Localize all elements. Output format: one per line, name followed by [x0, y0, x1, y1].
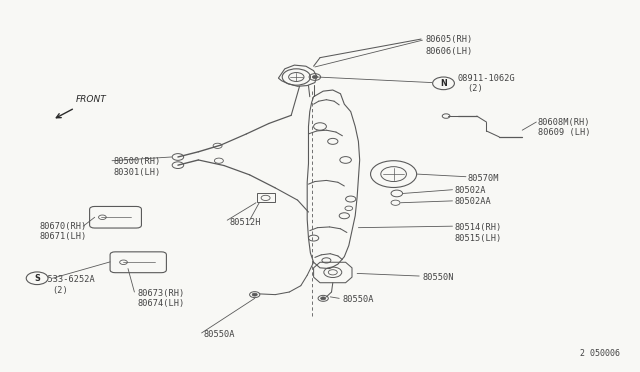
Text: 80301(LH): 80301(LH) [114, 168, 161, 177]
Text: 80502AA: 80502AA [454, 197, 491, 206]
Text: 80671(LH): 80671(LH) [40, 232, 87, 241]
Text: S: S [34, 274, 40, 283]
Text: 80500(RH): 80500(RH) [114, 157, 161, 166]
Circle shape [252, 293, 257, 296]
Text: 80670(RH): 80670(RH) [40, 222, 87, 231]
Text: 80609 (LH): 80609 (LH) [538, 128, 590, 137]
Text: 80515(LH): 80515(LH) [454, 234, 502, 243]
Text: 80605(RH): 80605(RH) [426, 35, 473, 44]
Text: 2 050006: 2 050006 [580, 349, 620, 358]
Text: 80606(LH): 80606(LH) [426, 47, 473, 56]
Circle shape [26, 272, 48, 285]
Text: FRONT: FRONT [76, 95, 106, 104]
Text: 80550N: 80550N [422, 273, 454, 282]
Text: (2): (2) [467, 84, 483, 93]
Text: 08533-6252A: 08533-6252A [37, 275, 95, 284]
Text: 80514(RH): 80514(RH) [454, 223, 502, 232]
Text: 80512H: 80512H [229, 218, 260, 227]
Text: 80550A: 80550A [204, 330, 235, 339]
Circle shape [312, 76, 317, 78]
Circle shape [321, 297, 326, 300]
Text: (2): (2) [52, 286, 68, 295]
Text: 80570M: 80570M [467, 174, 499, 183]
Text: 80502A: 80502A [454, 186, 486, 195]
Text: 08911-1062G: 08911-1062G [458, 74, 515, 83]
Text: 80673(RH): 80673(RH) [138, 289, 185, 298]
Text: N: N [440, 79, 447, 88]
Text: 80550A: 80550A [342, 295, 374, 304]
Circle shape [433, 77, 454, 90]
Text: 80608M(RH): 80608M(RH) [538, 118, 590, 126]
Text: 80674(LH): 80674(LH) [138, 299, 185, 308]
